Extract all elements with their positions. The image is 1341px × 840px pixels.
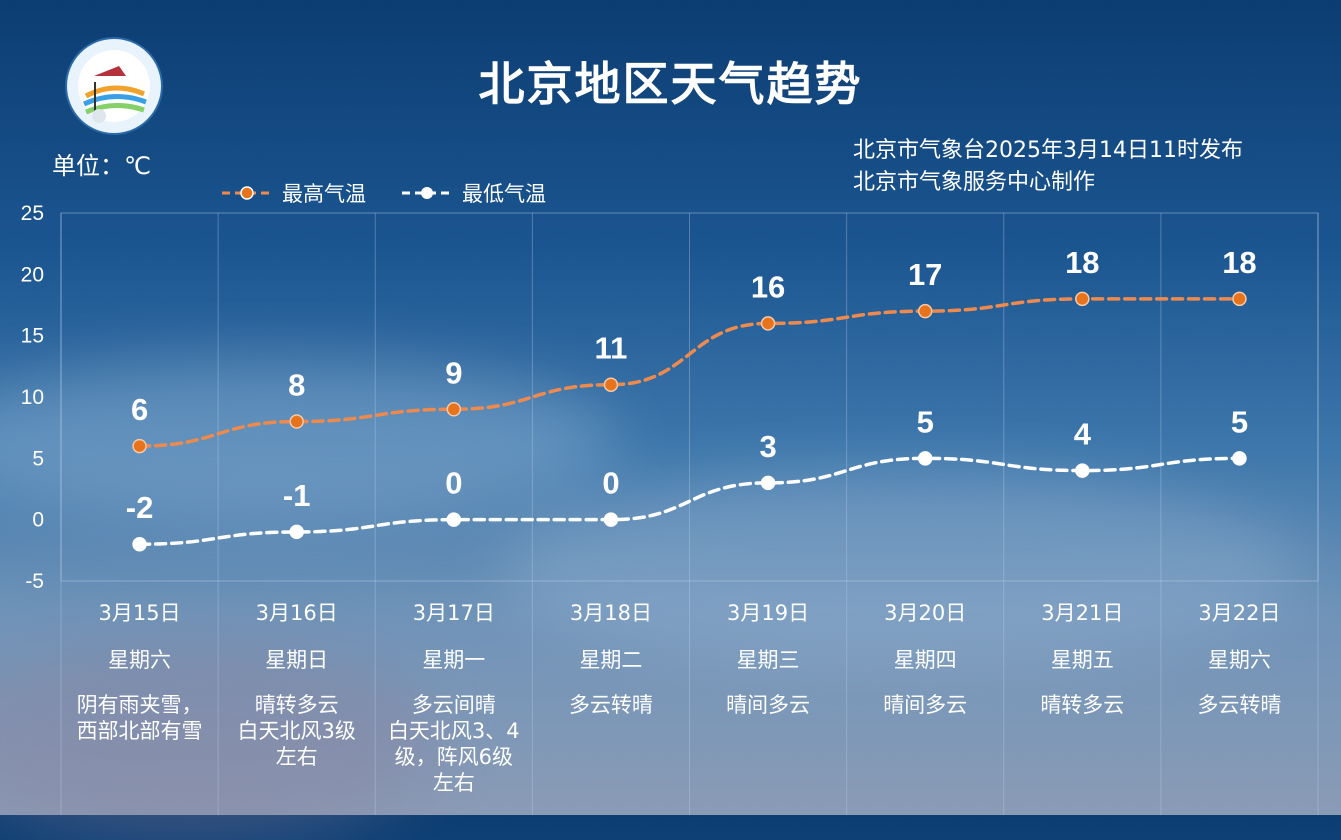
- weather-description: 多云转晴: [532, 692, 689, 718]
- weekday-label: 星期六: [108, 648, 172, 672]
- weekday-label: 星期一: [422, 648, 486, 672]
- low-temp-point: [132, 536, 147, 552]
- high-temp-point: [603, 377, 619, 392]
- weather-description: 晴间多云: [847, 692, 1004, 718]
- high-temp-label: 8: [288, 368, 305, 403]
- weekday-label: 星期日: [265, 648, 329, 672]
- high-temp-point: [132, 438, 147, 454]
- weekday-label: 星期六: [1207, 648, 1271, 672]
- weather-description-line: 多云间晴: [411, 693, 496, 717]
- high-temp-point: [1232, 291, 1247, 307]
- legend-low-label: 最低气温: [462, 182, 546, 206]
- date-label: 3月15日: [98, 601, 181, 625]
- meteorological-service-logo: [65, 37, 163, 135]
- weather-description-line: 阴有雨夹雪，: [76, 693, 203, 717]
- publisher-line: 北京市气象台2025年3月14日11时发布: [853, 138, 1243, 163]
- weather-description-line: 左右: [432, 771, 475, 795]
- cloud-decoration: [0, 640, 440, 840]
- high-temp-label: 6: [131, 392, 148, 427]
- low-temp-point: [917, 451, 933, 466]
- weather-description-line: 西部北部有雪: [76, 719, 203, 743]
- y-tick-label: 20: [21, 263, 44, 286]
- high-temp-label: 17: [908, 257, 942, 292]
- plot-frame: [60, 212, 1319, 582]
- weather-description: 多云间晴 白天北风3、4 级，阵风6级 左右: [375, 692, 532, 796]
- weather-description-line: 晴间多云: [726, 693, 811, 717]
- weekday-label: 星期三: [736, 648, 800, 672]
- low-temp-point: [760, 475, 776, 491]
- legend-high-marker: [222, 186, 272, 200]
- high-temp-label: 16: [751, 269, 785, 304]
- date-label: 3月16日: [255, 601, 338, 625]
- low-temp-line: [137, 456, 1242, 546]
- low-temp-point: [1075, 463, 1090, 478]
- weekday-label: 星期二: [579, 648, 643, 672]
- y-tick-label: -5: [25, 570, 44, 593]
- high-temp-point: [917, 303, 933, 319]
- temperature-chart: -5 0 5 10 15 20 25 6 8 9 11 16 17 18 18 -2 -1 0 0 3 5 4 5: [21, 202, 1319, 815]
- weather-description: 晴间多云: [690, 692, 847, 718]
- high-temp-point: [760, 316, 776, 331]
- y-tick-label: 10: [21, 386, 44, 409]
- y-tick-label: 15: [21, 325, 44, 348]
- cloud-decoration: [500, 470, 1300, 670]
- weather-description: 晴转多云 白天北风3级 左右: [218, 692, 375, 770]
- low-temp-point: [1232, 451, 1247, 466]
- y-tick-label: 0: [32, 509, 44, 532]
- page-title: 北京地区天气趋势: [478, 57, 863, 111]
- low-temp-point: [446, 512, 462, 527]
- low-temp-label: 5: [917, 404, 934, 439]
- weather-description-line: 晴间多云: [883, 693, 968, 717]
- date-label: 3月22日: [1198, 601, 1281, 625]
- cloud-decoration: [0, 360, 620, 520]
- high-temp-point: [289, 414, 304, 429]
- low-temp-label: 0: [445, 466, 462, 501]
- legend-high-label: 最高气温: [282, 182, 366, 206]
- low-temp-label: 0: [602, 466, 619, 501]
- y-tick-label: 5: [32, 447, 44, 470]
- weather-description-line: 晴转多云: [1040, 693, 1125, 717]
- weather-description-line: 级，阵风6级: [394, 745, 513, 769]
- weather-description-line: 白天北风3、4: [387, 719, 520, 743]
- weekday-label: 星期四: [893, 648, 957, 672]
- date-label: 3月17日: [412, 601, 495, 625]
- date-label: 3月20日: [884, 601, 967, 625]
- high-temp-label: 18: [1065, 245, 1099, 280]
- legend-item-high: 最高气温: [220, 178, 366, 208]
- weather-description: 阴有雨夹雪， 西部北部有雪: [61, 692, 218, 744]
- low-temp-label: 5: [1231, 404, 1248, 439]
- high-temp-label: 18: [1222, 245, 1256, 280]
- weather-description: 晴转多云: [1004, 692, 1161, 718]
- weather-description-line: 多云转晴: [1197, 693, 1282, 717]
- high-temp-label: 11: [595, 331, 628, 366]
- date-label: 3月19日: [727, 601, 810, 625]
- weekday-label: 星期五: [1050, 648, 1114, 672]
- high-temp-label: 9: [445, 355, 462, 390]
- producer-line: 北京市气象服务中心制作: [853, 170, 1096, 195]
- chart-legend: 最高气温 最低气温: [220, 178, 566, 208]
- high-temp-point: [1075, 291, 1090, 307]
- weather-description-line: 多云转晴: [568, 693, 653, 717]
- unit-label: 单位：℃: [52, 152, 151, 180]
- low-temp-label: -2: [126, 490, 154, 525]
- weather-description-line: 白天北风3级: [237, 719, 356, 743]
- high-temp-point: [446, 402, 462, 417]
- low-temp-point: [603, 512, 619, 527]
- high-temp-line: [137, 297, 1242, 448]
- legend-low-marker: [402, 187, 452, 199]
- low-temp-label: 3: [759, 429, 776, 464]
- low-temp-point: [289, 524, 304, 540]
- low-temp-label: 4: [1074, 417, 1092, 452]
- legend-item-low: 最低气温: [400, 178, 546, 208]
- date-label: 3月18日: [569, 601, 652, 625]
- low-temp-label: -1: [283, 478, 311, 513]
- weather-description: 多云转晴: [1161, 692, 1318, 718]
- weather-description-line: 左右: [275, 745, 318, 769]
- y-tick-label: 25: [21, 202, 44, 225]
- weather-description-line: 晴转多云: [254, 693, 339, 717]
- date-label: 3月21日: [1041, 601, 1124, 625]
